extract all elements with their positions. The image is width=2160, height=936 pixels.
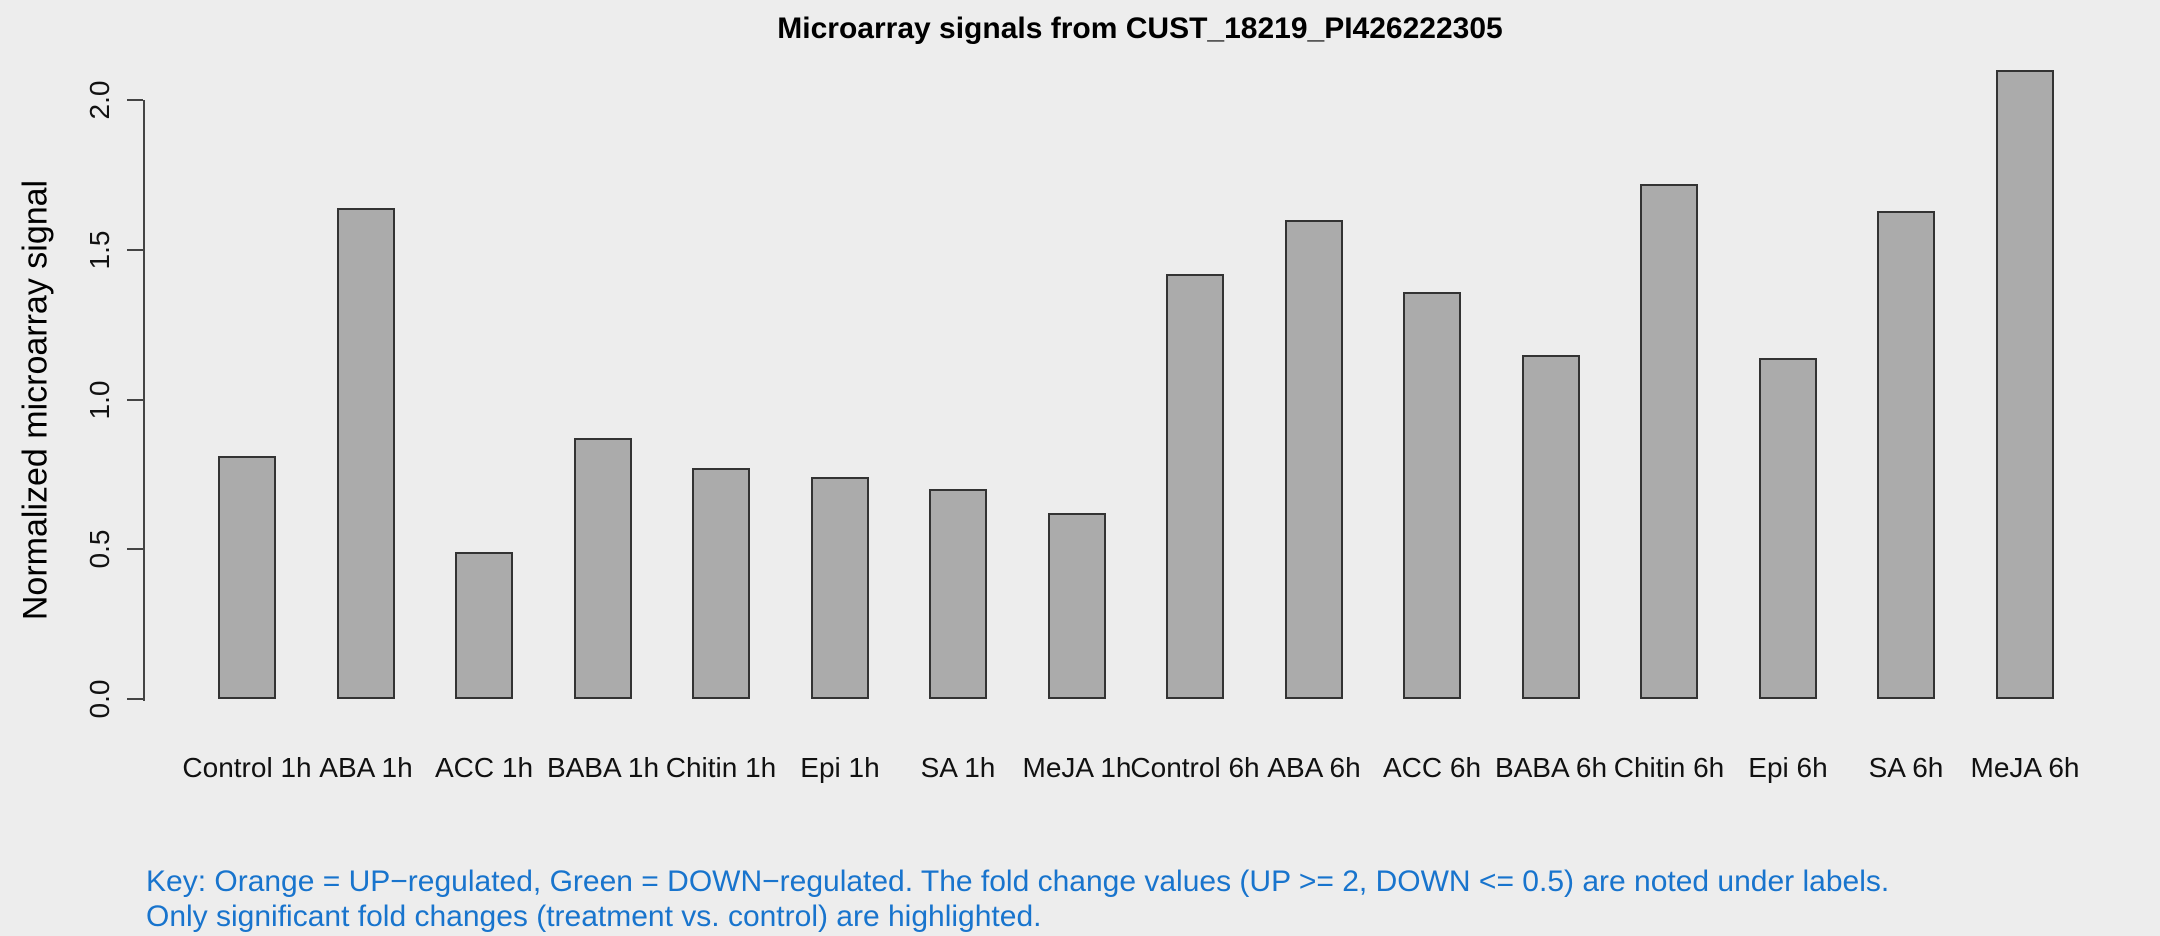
- y-tick: [127, 548, 143, 551]
- x-tick-label: SA 6h: [1868, 752, 1944, 783]
- bar-baba-6h: [1522, 355, 1580, 699]
- y-tick-label: 0.5: [84, 529, 115, 569]
- y-tick: [127, 99, 143, 101]
- bar-acc-6h: [1403, 292, 1461, 699]
- y-tick: [127, 398, 143, 401]
- bar-baba-1h: [574, 438, 632, 699]
- y-axis-line: [143, 100, 145, 701]
- y-tick-label: 0.0: [84, 679, 115, 719]
- y-axis-title-text: Normalized microarray signal: [16, 179, 55, 621]
- x-tick-label: BABA 6h: [1494, 752, 1608, 783]
- x-tick-label: Chitin 1h: [665, 752, 777, 783]
- bar-chitin-6h: [1640, 184, 1698, 699]
- y-tick-label: 1.5: [84, 230, 115, 270]
- bar-aba-6h: [1285, 220, 1343, 699]
- y-tick: [127, 248, 143, 251]
- bar-acc-1h: [455, 552, 513, 699]
- x-tick-label: Epi 1h: [800, 752, 880, 783]
- x-tick-label: ACC 1h: [434, 752, 534, 783]
- bar-sa-6h: [1877, 211, 1935, 699]
- bar-epi-6h: [1759, 358, 1817, 699]
- key-note-line-2: Only significant fold changes (treatment…: [146, 900, 1042, 933]
- key-note: Key: Orange = UP−regulated, Green = DOWN…: [146, 864, 1889, 934]
- y-tick: [127, 698, 143, 700]
- bar-aba-1h: [337, 208, 395, 699]
- x-tick-label: ACC 6h: [1382, 752, 1482, 783]
- x-tick-label: Control 1h: [182, 752, 312, 783]
- key-note-line-1: Key: Orange = UP−regulated, Green = DOWN…: [146, 865, 1890, 898]
- bar-chitin-1h: [692, 468, 750, 699]
- x-tick-label: Chitin 6h: [1613, 752, 1725, 783]
- x-tick-label: ABA 6h: [1267, 752, 1361, 783]
- x-tick-label: MeJA 6h: [1970, 752, 2080, 783]
- bar-control-1h: [218, 456, 276, 699]
- y-tick-label: 1.0: [84, 380, 115, 419]
- x-tick-label: Epi 6h: [1748, 752, 1828, 783]
- bar-sa-1h: [929, 489, 987, 699]
- x-tick-label: Control 6h: [1130, 752, 1260, 783]
- bar-meja-1h: [1048, 513, 1106, 699]
- chart-title: Microarray signals from CUST_18219_PI426…: [777, 12, 1503, 45]
- y-tick-label: 2.0: [84, 80, 115, 120]
- x-tick-label: ABA 1h: [319, 752, 413, 783]
- x-tick-label: SA 1h: [920, 752, 996, 783]
- bar-control-6h: [1166, 274, 1224, 699]
- x-tick-label: BABA 1h: [546, 752, 660, 783]
- bar-epi-1h: [811, 477, 869, 699]
- bar-meja-6h: [1996, 70, 2054, 699]
- x-tick-label: MeJA 1h: [1022, 752, 1132, 783]
